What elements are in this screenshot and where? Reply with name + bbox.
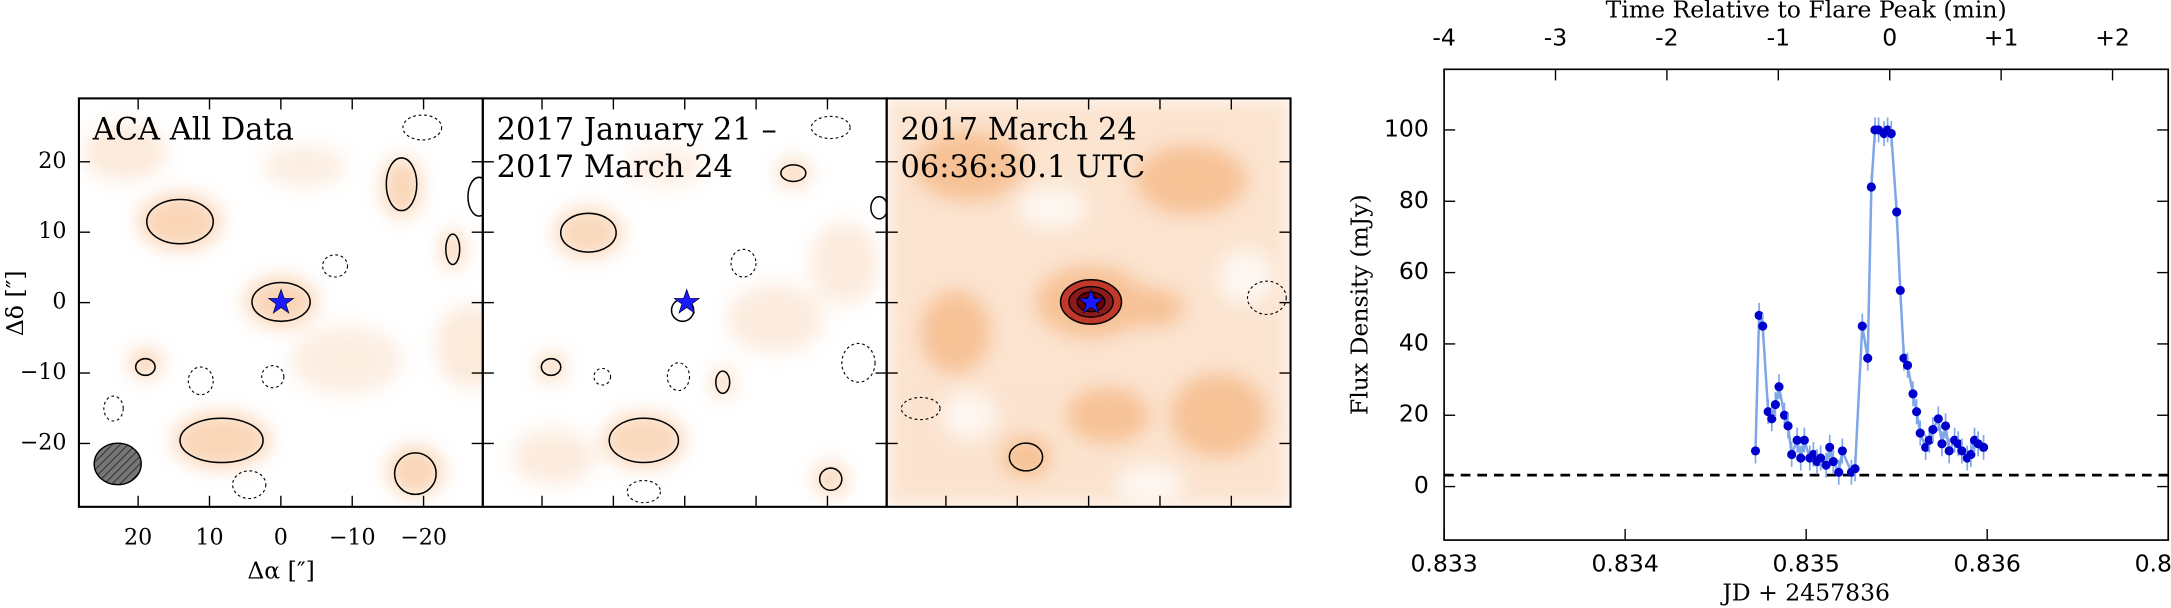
x2-tick-label: -2 xyxy=(1655,23,1678,51)
x-tick-label: 0.834 xyxy=(1591,549,1658,577)
data-point xyxy=(1808,449,1818,460)
data-point xyxy=(1754,310,1764,320)
data-point xyxy=(1763,407,1773,417)
y-tick-label: 0 xyxy=(1414,471,1429,499)
x2-tick-label: +2 xyxy=(2095,23,2130,51)
x-axis-label: JD + 2457836 xyxy=(1720,579,1890,607)
data-point xyxy=(1783,421,1793,431)
data-point xyxy=(1792,435,1802,445)
data-point xyxy=(1937,439,1947,449)
panel-title: 06:36:30.1 UTC xyxy=(901,150,1146,185)
x-tick-label: 20 xyxy=(124,525,152,551)
data-point xyxy=(1928,424,1938,435)
series-line xyxy=(1754,128,1985,477)
panel-title: 2017 March 24 xyxy=(901,113,1137,148)
data-point xyxy=(1774,382,1784,392)
data-point xyxy=(1895,285,1905,295)
x-tick-label: 0.833 xyxy=(1410,549,1477,577)
data-point xyxy=(1902,360,1913,370)
y-tick-label: 20 xyxy=(1399,400,1429,428)
x2-tick-label: 0 xyxy=(1882,23,1897,51)
x2-axis-label: Time Relative to Flare Peak (min) xyxy=(1606,0,2007,24)
data-point xyxy=(1828,457,1838,467)
data-point xyxy=(1886,128,1896,139)
map-image xyxy=(83,114,483,500)
data-point xyxy=(1908,389,1918,399)
y-tick-label: 0 xyxy=(52,289,66,315)
x-tick-label: −20 xyxy=(400,525,447,551)
data-point xyxy=(1966,449,1976,460)
data-point xyxy=(1921,442,1931,452)
data-point xyxy=(1863,353,1873,363)
y-tick-label: 40 xyxy=(1399,328,1429,356)
x2-tick-label: +1 xyxy=(1984,23,2019,51)
x-tick-label: 10 xyxy=(195,525,223,551)
panel-title: ACA All Data xyxy=(92,113,294,148)
data-point xyxy=(1758,321,1768,331)
data-point xyxy=(1770,399,1780,410)
y-axis-label: Flux Density (mJy) xyxy=(1346,194,1374,415)
data-point xyxy=(1892,207,1902,217)
data-point xyxy=(1924,435,1934,445)
x2-tick-label: -3 xyxy=(1544,23,1567,51)
y-tick-label: −10 xyxy=(20,359,67,385)
data-point xyxy=(1821,460,1831,470)
data-point xyxy=(1816,453,1826,463)
data-point xyxy=(1899,353,1909,363)
data-point xyxy=(1850,464,1860,474)
data-point xyxy=(1933,414,1943,424)
y-axis-label: Δδ [″] xyxy=(1,270,29,336)
y-tick-label: 80 xyxy=(1399,186,1429,214)
data-point xyxy=(1944,446,1954,456)
y-tick-label: −20 xyxy=(20,429,67,455)
data-point xyxy=(1834,467,1844,477)
x-tick-label: 0.835 xyxy=(1773,549,1840,577)
data-point xyxy=(1957,446,1967,456)
y-tick-label: 60 xyxy=(1399,257,1429,285)
data-point xyxy=(1857,321,1867,331)
data-point xyxy=(1912,407,1922,417)
data-point xyxy=(1837,446,1847,456)
plot-frame xyxy=(1443,68,2170,541)
data-point xyxy=(1796,453,1806,463)
source-markers xyxy=(267,288,1105,314)
data-point xyxy=(1866,182,1876,192)
x-tick-label: 0.837 xyxy=(2135,549,2171,577)
data-point xyxy=(1825,442,1835,452)
x-tick-label: −10 xyxy=(329,525,376,551)
y-tick-label: 20 xyxy=(38,148,66,174)
data-point xyxy=(1953,439,1963,449)
y-tick-label: 10 xyxy=(38,218,66,244)
x-axis-label: Δα [″] xyxy=(247,556,314,584)
panel-title: 2017 March 24 xyxy=(497,150,733,185)
data-point xyxy=(1915,428,1925,438)
data-point xyxy=(1787,449,1797,460)
data-point xyxy=(1799,435,1809,445)
data-point xyxy=(1940,421,1951,431)
x-tick-label: 0 xyxy=(274,525,288,551)
y-tick-label: 100 xyxy=(1384,114,1429,142)
data-point xyxy=(1979,442,1989,452)
x2-tick-label: -4 xyxy=(1432,23,1455,51)
data-point xyxy=(1767,414,1777,424)
x-tick-label: 0.836 xyxy=(1954,549,2021,577)
x2-tick-label: -1 xyxy=(1767,23,1790,51)
panel-title: 2017 January 21 – xyxy=(497,113,777,148)
data-point xyxy=(1750,446,1761,456)
data-point xyxy=(1779,410,1790,420)
map-image xyxy=(512,115,887,504)
